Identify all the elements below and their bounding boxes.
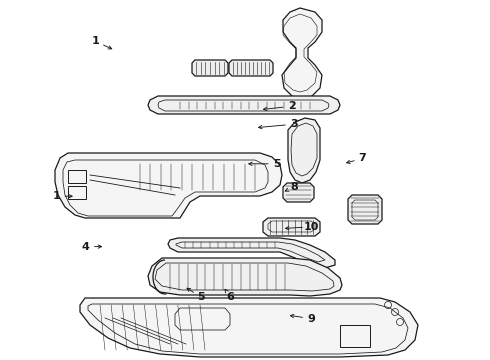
Polygon shape xyxy=(263,218,320,236)
Polygon shape xyxy=(229,60,273,76)
Text: 6: 6 xyxy=(226,292,234,302)
Text: 8: 8 xyxy=(290,182,298,192)
Text: 5: 5 xyxy=(273,159,281,169)
Bar xyxy=(68,170,86,183)
Text: 3: 3 xyxy=(290,119,298,129)
Text: 2: 2 xyxy=(288,101,295,111)
Text: 10: 10 xyxy=(303,222,319,232)
Text: 7: 7 xyxy=(359,153,367,163)
Polygon shape xyxy=(288,118,320,183)
Polygon shape xyxy=(283,183,314,202)
Polygon shape xyxy=(282,8,322,100)
Polygon shape xyxy=(168,238,335,268)
Text: 9: 9 xyxy=(307,314,315,324)
Text: 4: 4 xyxy=(82,242,90,252)
Text: 5: 5 xyxy=(197,292,205,302)
Polygon shape xyxy=(80,298,418,357)
Bar xyxy=(340,325,370,347)
Polygon shape xyxy=(192,60,228,76)
Polygon shape xyxy=(148,96,340,114)
Polygon shape xyxy=(55,153,282,218)
Text: 1: 1 xyxy=(92,36,99,46)
Polygon shape xyxy=(348,195,382,224)
Bar xyxy=(68,186,86,199)
Text: 1: 1 xyxy=(52,191,60,201)
Polygon shape xyxy=(148,258,342,296)
